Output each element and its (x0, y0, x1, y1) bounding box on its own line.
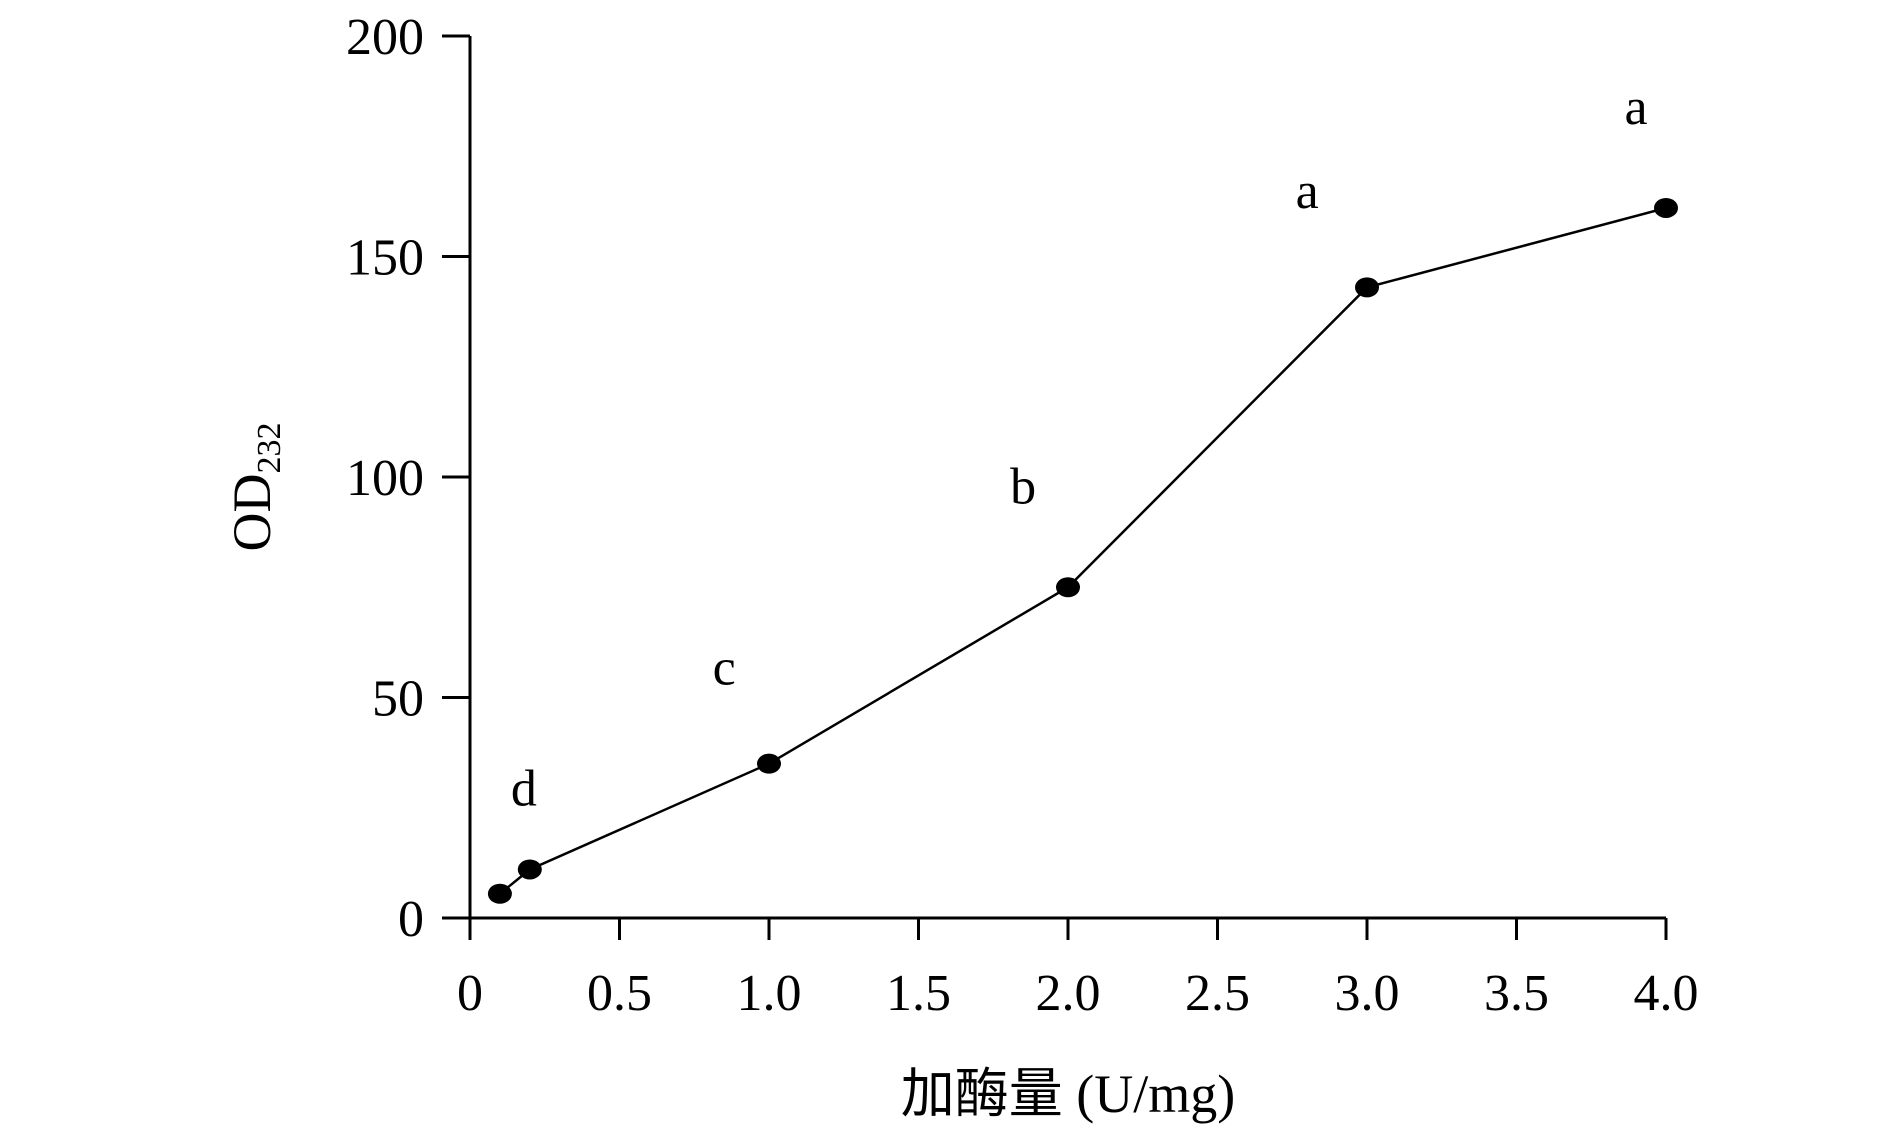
x-tick-label: 1.5 (886, 965, 951, 1022)
x-tick-label: 0 (457, 965, 483, 1022)
data-point (1654, 197, 1678, 218)
significance-label: d (511, 761, 537, 818)
axes (468, 36, 1666, 920)
significance-label: b (1010, 458, 1036, 515)
x-tick-label: 4.0 (1634, 965, 1699, 1022)
significance-label: a (1625, 79, 1648, 136)
data-point (1355, 277, 1379, 298)
y-tick-label: 150 (346, 230, 424, 287)
x-tick-label: 3.0 (1335, 965, 1400, 1022)
y-axis-title-subscript: 232 (251, 423, 288, 474)
significance-label: c (713, 639, 736, 696)
y-ticks: 0 50 100 150 200 (346, 9, 470, 948)
x-tick-label: 2.5 (1185, 965, 1250, 1022)
x-ticks: 0 0.5 1.0 1.5 2.0 2.5 3.0 3.5 4.0 (457, 918, 1699, 1022)
x-axis-title: 加酶量 (U/mg) (901, 1064, 1235, 1124)
y-tick-label: 50 (372, 671, 424, 728)
data-point (1056, 577, 1080, 598)
series-line (499, 206, 1667, 895)
data-point (517, 859, 542, 880)
y-axis-title-main: OD (222, 474, 282, 552)
data-point (757, 753, 781, 774)
data-point (487, 883, 512, 904)
y-axis-title: OD232 (222, 423, 288, 552)
points-layer (487, 197, 1678, 904)
series-layer (499, 206, 1667, 895)
x-tick-label: 3.5 (1484, 965, 1549, 1022)
annotations-layer: d c b a a (511, 79, 1648, 817)
x-tick-label: 2.0 (1036, 965, 1101, 1022)
y-tick-label: 200 (346, 9, 424, 66)
x-tick-label: 0.5 (587, 965, 652, 1022)
y-tick-label: 100 (346, 450, 424, 507)
x-tick-label: 1.0 (737, 965, 802, 1022)
y-tick-label: 0 (398, 891, 424, 948)
significance-label: a (1296, 163, 1319, 220)
